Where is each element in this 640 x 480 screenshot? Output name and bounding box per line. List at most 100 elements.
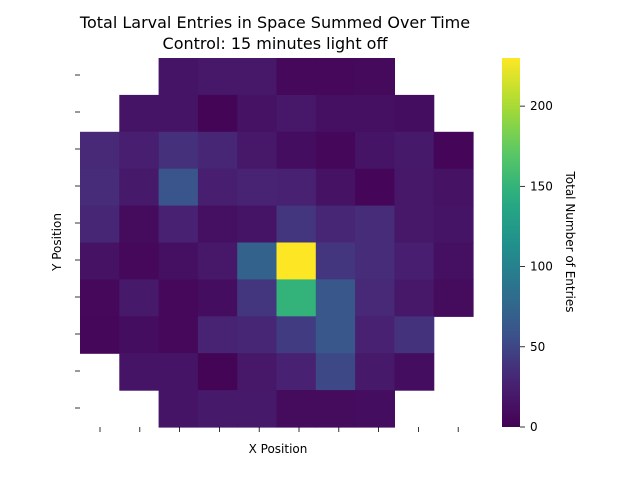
- heatmap-cell: [355, 94, 395, 133]
- heatmap-cell: [355, 390, 395, 428]
- heatmap-cell: [237, 168, 278, 207]
- colorbar: [502, 58, 520, 427]
- colorbar-tick-label: 100: [530, 260, 553, 274]
- heatmap-cell: [80, 242, 120, 280]
- heatmap-cell: [197, 94, 238, 133]
- heatmap-cell: [158, 390, 199, 428]
- heatmap-cell: [433, 242, 474, 280]
- heatmap-cell: [197, 353, 238, 391]
- heatmap-cell: [315, 316, 356, 354]
- heatmap-cell: [315, 279, 356, 317]
- heatmap-cell: [355, 58, 395, 96]
- heatmap-cell: [119, 205, 160, 244]
- heatmap-cell: [394, 279, 435, 317]
- heatmap-cell: [197, 58, 238, 96]
- heatmap-cell: [158, 353, 199, 391]
- heatmap-cell: [197, 279, 238, 317]
- y-axis-ticks: [75, 74, 80, 409]
- heatmap-cell: [355, 205, 395, 244]
- heatmap-cell: [276, 131, 317, 170]
- heatmap-cell: [433, 131, 474, 170]
- heatmap-cell: [119, 168, 160, 207]
- heatmap-cell: [276, 279, 317, 317]
- heatmap-cell: [119, 316, 160, 354]
- x-axis-label: X Position: [249, 442, 308, 456]
- chart-title: Total Larval Entries in Space Summed Ove…: [79, 13, 470, 32]
- heatmap-cell: [315, 205, 356, 244]
- heatmap-cell: [80, 168, 120, 207]
- heatmap-cell: [158, 205, 199, 244]
- colorbar-tick-label: 50: [530, 340, 545, 354]
- heatmap-cell: [197, 242, 238, 280]
- heatmap-cell: [119, 242, 160, 280]
- heatmap-cell: [237, 94, 278, 133]
- heatmap-cell: [80, 205, 120, 244]
- heatmap-cell: [355, 353, 395, 391]
- x-axis-ticks: [99, 427, 459, 432]
- heatmap-cell: [237, 205, 278, 244]
- heatmap-cell: [197, 168, 238, 207]
- heatmap-cell: [276, 205, 317, 244]
- heatmap-cell: [197, 390, 238, 428]
- heatmap-cell: [315, 242, 356, 280]
- heatmap-cell: [237, 390, 278, 428]
- heatmap-cell: [394, 205, 435, 244]
- heatmap-cell: [119, 94, 160, 133]
- heatmap-cell: [158, 316, 199, 354]
- heatmap-cell: [394, 131, 435, 170]
- heatmap-cell: [119, 353, 160, 391]
- heatmap-cell: [355, 242, 395, 280]
- heatmap-cell: [394, 353, 435, 391]
- heatmap-cell: [119, 279, 160, 317]
- heatmap-cell: [80, 279, 120, 317]
- heatmap-cell: [315, 390, 356, 428]
- colorbar-tick-label: 0: [530, 420, 538, 434]
- heatmap-cell: [276, 316, 317, 354]
- y-axis-label: Y Position: [50, 213, 64, 272]
- heatmap-cell: [197, 316, 238, 354]
- heatmap-cell: [237, 131, 278, 170]
- heatmap-cell: [315, 168, 356, 207]
- heatmap-cell: [355, 279, 395, 317]
- heatmap-cell: [394, 168, 435, 207]
- heatmap-cell: [158, 242, 199, 280]
- heatmap-cell: [119, 131, 160, 170]
- colorbar-label: Total Number of Entries: [563, 170, 577, 312]
- heatmap-cell: [197, 205, 238, 244]
- heatmap-cell: [158, 168, 199, 207]
- colorbar-tick-label: 150: [530, 179, 553, 193]
- heatmap-cell: [315, 131, 356, 170]
- heatmap-cell: [315, 353, 356, 391]
- heatmap-cell: [158, 131, 199, 170]
- heatmap-cell: [394, 242, 435, 280]
- heatmap-cell: [355, 131, 395, 170]
- chart-subtitle: Control: 15 minutes light off: [163, 34, 389, 53]
- colorbar-ticks: 0 50 100 150 200: [520, 99, 553, 434]
- heatmap-cell: [355, 316, 395, 354]
- heatmap-cell: [237, 353, 278, 391]
- heatmap-cell: [276, 58, 317, 96]
- heatmap-cell: [237, 58, 278, 96]
- heatmap-cell: [355, 168, 395, 207]
- heatmap-cell: [433, 279, 474, 317]
- heatmap-cell: [433, 168, 474, 207]
- heatmap-cell: [237, 316, 278, 354]
- heatmap-cell: [433, 205, 474, 244]
- heatmap-cell: [315, 58, 356, 96]
- heatmap-cell: [315, 94, 356, 133]
- heatmap-cell: [197, 131, 238, 170]
- heatmap-cell: [276, 94, 317, 133]
- heatmap-cell: [80, 316, 120, 354]
- heatmap-cell: [276, 390, 317, 428]
- heatmap-cell: [237, 279, 278, 317]
- heatmap-cell: [158, 279, 199, 317]
- heatmap-cell: [158, 94, 199, 133]
- heatmap-cell: [276, 242, 317, 280]
- heatmap-cell: [158, 58, 199, 96]
- heatmap-cell: [276, 168, 317, 207]
- heatmap-cells: [80, 58, 474, 428]
- heatmap-cell: [237, 242, 278, 280]
- heatmap-cell: [276, 353, 317, 391]
- heatmap-cell: [80, 131, 120, 170]
